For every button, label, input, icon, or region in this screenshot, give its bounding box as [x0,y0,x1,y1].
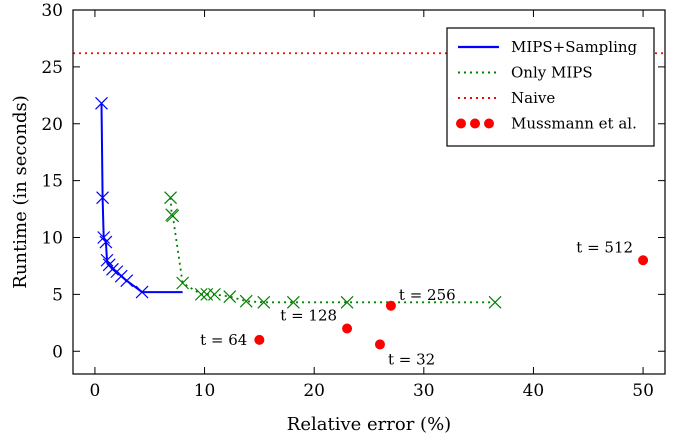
data-point-mips-sampling-5 [100,253,114,267]
y-tick-label-25: 25 [41,58,63,78]
annotation-128: t = 128 [280,307,337,325]
series-group [73,52,665,350]
data-point-mips-sampling-3 [97,231,111,244]
legend-label-naive: Naive [511,89,555,107]
data-point-mips-sampling-1 [95,96,108,110]
y-tick-label-0: 0 [52,342,63,362]
data-point-only-mips-5 [194,287,208,301]
legend-label-mips-sampling: MIPS+Sampling [511,38,638,56]
data-point-mips-sampling-9 [114,269,128,283]
y-tick-label-10: 10 [41,229,63,249]
y-tick-label-30: 30 [41,1,63,21]
data-point-mips-sampling-4 [99,235,113,249]
plot-frame [72,9,666,375]
data-point-only-mips-10 [257,295,271,309]
annotations: t = 64 t = 128 t = 32 t = 256 t = 512 [200,238,633,368]
x-tick-label-20: 20 [303,381,325,401]
x-axis-label: Relative error (%) [287,414,451,435]
legend-swatch-mussmann-et-al-1 [456,118,466,129]
y-tick-label-5: 5 [52,285,63,305]
x-tick-label-0: 0 [90,381,101,401]
data-point-mussmann-et-al-5 [638,255,649,266]
legend-label-mussmann-et-al: Mussmann et al. [511,115,637,133]
x-tick-label-40: 40 [523,381,545,401]
data-point-mussmann-et-al-3 [374,339,385,350]
x-tick-label-10: 10 [194,381,216,401]
legend-label-only-mips: Only MIPS [511,64,593,82]
x-tick-label-50: 50 [632,381,654,401]
data-point-mips-sampling-11 [135,285,149,299]
data-point-only-mips-9 [239,294,253,308]
data-point-only-mips-4 [176,276,190,290]
annotation-512: t = 512 [576,238,633,256]
data-point-mips-sampling-2 [96,191,110,205]
data-point-mips-sampling-7 [106,262,119,276]
data-point-mussmann-et-al-4 [385,300,396,311]
y-axis-label: Runtime (in seconds) [10,95,31,288]
data-point-only-mips-7 [207,287,221,301]
legend: MIPS+Sampling Only MIPS Naive Mussmann et a… [446,27,655,147]
legend-swatch-mussmann-et-al-3 [484,118,494,129]
data-point-mussmann-et-al-2 [342,323,353,334]
data-point-mips-sampling-10 [120,274,134,288]
y-tick-label-15: 15 [41,172,63,192]
data-point-only-mips-8 [223,290,237,304]
legend-swatch-mussmann-et-al-2 [470,118,480,129]
y-tick-label-20: 20 [41,115,63,135]
ticks-layer: 0 10 20 30 40 50 0 5 10 15 20 25 30 [41,1,665,401]
data-point-only-mips-1 [164,191,177,205]
annotation-256: t = 256 [399,286,456,304]
data-point-mussmann-et-al-1 [254,334,265,345]
x-tick-label-30: 30 [413,381,435,401]
data-point-only-mips-12 [340,295,354,309]
data-point-only-mips-13 [488,295,502,309]
plot-layer [73,52,665,350]
annotation-64: t = 64 [200,331,247,349]
annotation-32: t = 32 [388,350,435,368]
data-point-only-mips-3 [166,209,180,223]
data-point-only-mips-11 [286,295,300,309]
